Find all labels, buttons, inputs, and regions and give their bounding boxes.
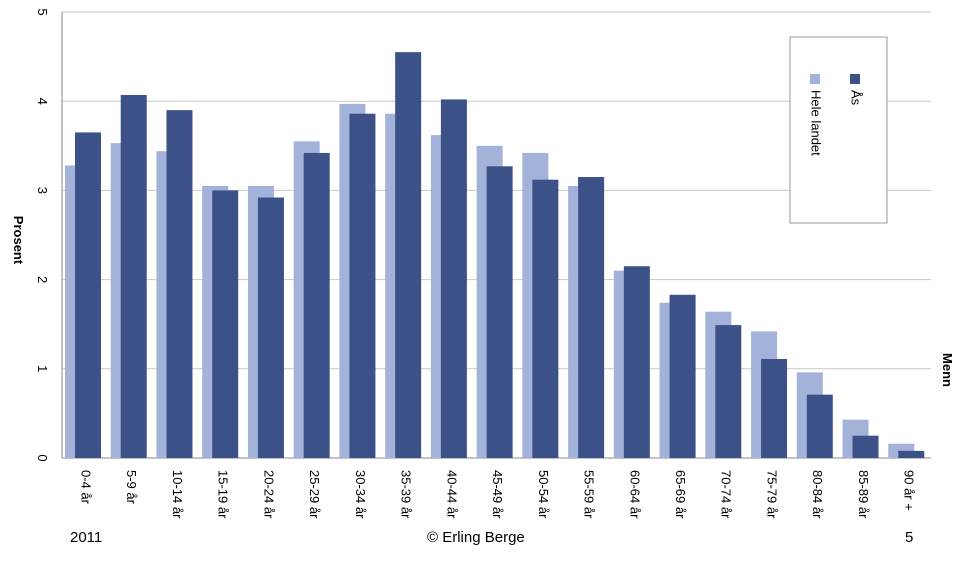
y-tick-label: 3 [35, 187, 50, 194]
x-tick-label: 55-59 år [582, 470, 597, 519]
footer-year: 2011 [70, 529, 103, 546]
bar-aas [852, 435, 879, 458]
axis-ticks: 0 1 2 3 4 5 0-4 år 5-9 år 10-14 år 15-19 år 20-24 … [35, 8, 917, 519]
y-tick-label: 4 [35, 98, 50, 105]
bar-aas [578, 177, 605, 458]
bar-aas [349, 113, 376, 459]
x-tick-label: 15-19 år [216, 470, 231, 519]
x-tick-label: 40-44 år [444, 470, 459, 519]
x-tick-label: 65-69 år [673, 470, 688, 519]
bar-aas [669, 294, 696, 458]
bar-aas [257, 197, 284, 458]
x-tick-label: 80-84 år [810, 470, 825, 519]
x-tick-label: 20-24 år [261, 470, 276, 519]
bar-aas [120, 94, 147, 459]
side-label: Menn [940, 353, 955, 387]
bar-aas [532, 179, 559, 459]
legend-box [789, 36, 888, 224]
x-tick-label: 50-54 år [536, 470, 551, 519]
x-tick-label: 30-34 år [353, 470, 368, 519]
bar-aas [623, 266, 650, 458]
x-tick-label: 70-74 år [719, 470, 734, 519]
bar-aas [212, 190, 239, 458]
x-tick-label: 90 år + [902, 470, 917, 511]
legend-swatch [810, 74, 820, 84]
x-tick-label: 0-4 år [78, 470, 93, 505]
y-axis-label: Prosent [11, 216, 26, 265]
y-tick-label: 1 [35, 365, 50, 372]
x-tick-label: 45-49 år [490, 470, 505, 519]
x-tick-label: 60-64 år [627, 470, 642, 519]
x-tick-label: 10-14 år [170, 470, 185, 519]
y-tick-label: 0 [35, 454, 50, 461]
x-tick-label: 35-39 år [399, 470, 414, 519]
bar-aas [75, 132, 101, 459]
y-tick-label: 2 [35, 276, 50, 283]
bar-aas [440, 99, 467, 458]
bar-aas [486, 166, 513, 459]
y-tick-label: 5 [35, 8, 50, 15]
x-tick-label: 75-79 år [764, 470, 779, 519]
legend-label: Hele landet [809, 90, 824, 156]
bar-aas [898, 450, 925, 458]
footer-page-number: 5 [905, 529, 914, 546]
legend-swatch [850, 74, 860, 84]
bars [65, 52, 925, 459]
footer-copyright: © Erling Berge [427, 529, 525, 546]
bar-aas [806, 394, 833, 458]
bar-aas [303, 152, 330, 458]
legend-label: Ås [849, 90, 864, 106]
bar-aas [715, 325, 742, 458]
x-tick-label: 85-89 år [856, 470, 871, 519]
x-tick-label: 5-9 år [124, 470, 139, 505]
bar-aas [166, 110, 193, 459]
bar-aas [761, 358, 788, 458]
bar-aas [395, 52, 422, 458]
x-tick-label: 25-29 år [307, 470, 322, 519]
legend: Ås Hele landet [789, 36, 888, 224]
